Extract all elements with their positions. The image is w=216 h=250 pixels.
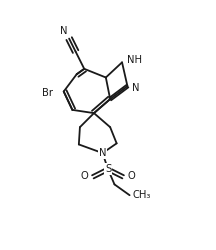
Text: N: N (60, 26, 67, 36)
Text: Br: Br (42, 88, 53, 98)
Text: N: N (132, 83, 139, 93)
Text: N: N (99, 148, 106, 158)
Text: CH₃: CH₃ (133, 190, 151, 200)
Text: NH: NH (127, 55, 142, 65)
Text: O: O (80, 171, 88, 181)
Text: S: S (105, 164, 111, 174)
Text: O: O (128, 171, 136, 181)
